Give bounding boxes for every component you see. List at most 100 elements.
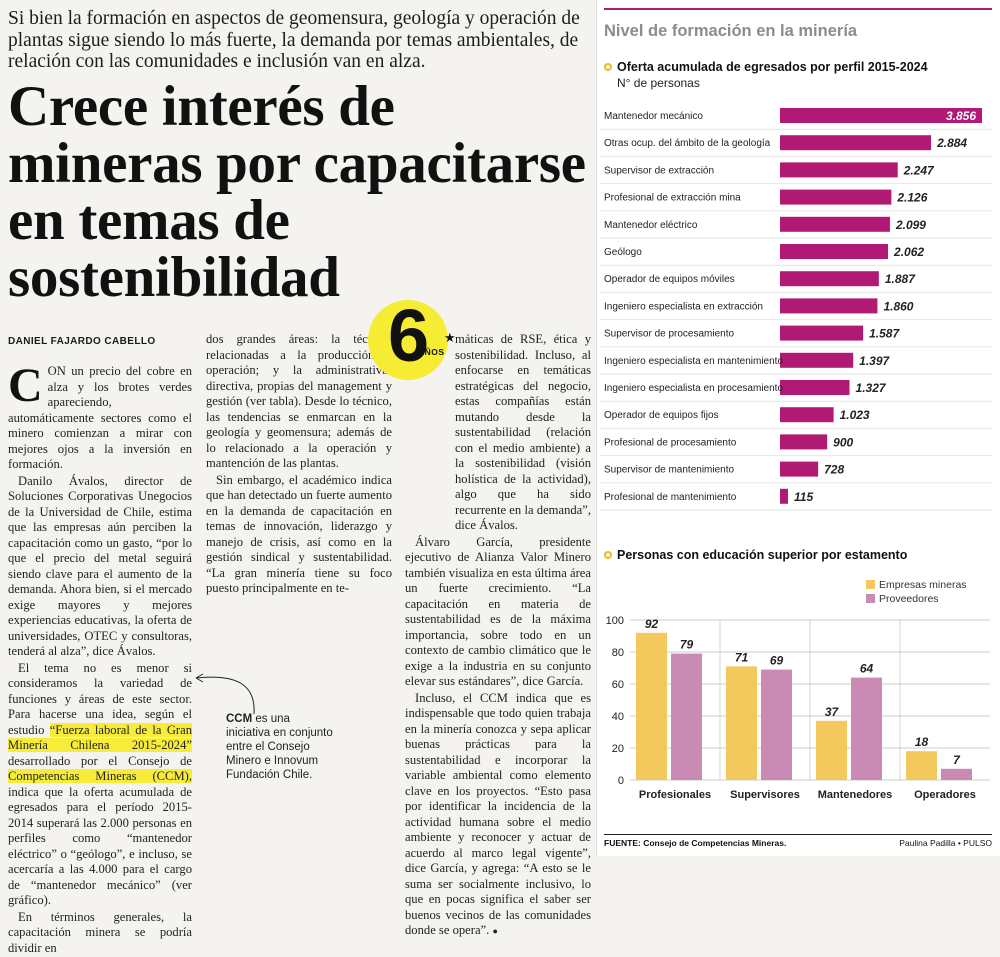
callout-arrow [195,673,255,715]
y-tick-label: 80 [612,647,624,659]
credit: Paulina Padilla • PULSO [899,838,992,848]
bar-category-label: Supervisor de extracción [604,165,714,176]
article-headline: Crece interés de mineras por capacitarse… [8,75,586,309]
bar [816,720,847,780]
y-tick-label: 60 [612,679,624,691]
paragraph: El tema no es menor si consideramos la v… [8,661,192,909]
chart1-subtitle: N° de personas [617,76,700,90]
article-column-1: C ON un precio del cobre en alza y los br… [8,359,192,957]
legend-label: Proveedores [879,593,939,605]
bar [780,298,878,314]
bar-value-label: 1.887 [885,272,916,286]
chart2-legend: Empresas mineras Proveedores [866,578,967,606]
bar-category-label: Profesional de extracción mina [604,193,741,204]
bar-value-label: 1.397 [859,354,890,368]
drop-cap: C [8,359,43,412]
bar [636,632,667,780]
paragraph: dos grandes áreas: la técnica, relaciona… [206,332,392,470]
bar-value-label: 18 [915,735,929,749]
legend-item: Empresas mineras [866,578,967,592]
paragraph: Incluso, el CCM indica que es indispensa… [405,691,591,940]
bar [780,189,892,205]
star-icon: ★ [444,331,456,346]
anniversary-badge [368,300,448,380]
source-note: FUENTE: Consejo de Competencias Mineras. [604,838,787,848]
bar-value-label: 7 [953,753,961,767]
highlighted-ccm: Competencias Mineras (CCM), [8,769,192,783]
legend-item: Proveedores [866,592,967,606]
panel-footer: FUENTE: Consejo de Competencias Mineras.… [604,834,992,848]
y-tick-label: 0 [618,775,624,787]
bar [780,325,864,341]
bullet-icon [604,63,612,71]
bar [726,666,757,780]
chart2-title: Personas con educación superior por esta… [604,548,907,562]
y-tick-label: 20 [612,743,624,755]
bar-value-label: 115 [794,490,813,504]
article-column-3: máticas de RSE, ética y sostenibilidad. … [405,332,591,941]
x-category-label: Mantenedores [818,789,893,801]
chart1-title: Oferta acumulada de egresados por perfil… [604,60,928,74]
chart2-title-text: Personas con educación superior por esta… [617,548,908,562]
callout-bold: CCM [226,713,253,725]
x-category-label: Profesionales [639,789,711,801]
bar [780,434,828,450]
bar-category-label: Otras ocup. del ámbito de la geología [604,138,771,149]
bar-value-label: 79 [680,638,694,652]
paragraph: Álvaro García, presidente ejecutivo de A… [405,534,591,689]
panel-top-rule [604,8,992,10]
bar-category-label: Operador de equipos fijos [604,410,719,421]
bar-category-label: Supervisor de procesamiento [604,329,735,340]
callout-text: es una iniciativa en conjunto entre el C… [226,713,333,781]
paragraph-text: El tema no es menor si consideramos la v… [8,660,192,737]
legend-swatch [866,580,875,589]
bar [780,108,982,123]
bar-value-label: 2.884 [936,136,967,150]
bar-category-label: Supervisor de mantenimiento [604,465,735,476]
y-tick-label: 100 [606,615,624,627]
bar-value-label: 69 [770,654,784,668]
bar [671,653,702,780]
bar-value-label: 900 [833,435,853,449]
bar [780,380,850,395]
horizontal-bar-chart: Mantenedor mecánico 3.856 Otras ocup. del … [600,108,992,511]
bar-category-label: Operador de equipos móviles [604,274,735,285]
paragraph: En términos generales, la capacitación m… [8,909,192,955]
paragraph-text: desarrollado por el Consejo de [8,753,192,768]
bar [761,669,792,780]
bar-category-label: Mantenedor mecánico [604,111,703,122]
paragraph: Sin embargo, el académico indica que han… [206,472,392,596]
bar-value-label: 2.247 [903,163,935,177]
bar-category-label: Ingeniero especialista en extracción [604,301,763,312]
chart1-title-text: Oferta acumulada de egresados por perfil… [617,60,928,74]
y-tick-label: 40 [612,711,624,723]
vertical-bar-chart: 0 20 40 60 80 100 92 79 Profesionales 71 69 Supervi… [606,615,990,801]
bar-value-label: 92 [645,617,659,631]
legend-label: Empresas mineras [879,579,967,591]
bar-value-label: 64 [860,662,874,676]
bar [780,135,932,151]
bar [780,216,890,232]
byline: DANIEL FAJARDO CABELLO [8,336,156,347]
panel-title: Nivel de formación en la minería [604,22,858,40]
legend-swatch [866,594,875,603]
paragraph: ON un precio del cobre en alza y los bro… [8,364,192,471]
bar-value-label: 1.023 [840,408,870,422]
bar-category-label: Ingeniero especialista en mantenimiento [604,356,783,367]
bar-value-label: 71 [735,650,749,664]
paragraph: máticas de RSE, ética y sostenibilidad. … [455,332,591,532]
x-category-label: Operadores [914,789,976,801]
article-column-2: dos grandes áreas: la técnica, relaciona… [206,332,392,598]
paragraph-text: Incluso, el CCM indica que es indispensa… [405,690,591,938]
article-deck: Si bien la formación en aspectos de geom… [8,8,580,72]
paragraph: Danilo Ávalos, director de Soluciones Co… [8,473,192,659]
bar [941,768,972,780]
bar-value-label: 1.587 [869,327,900,341]
badge-number: 6 [388,294,430,377]
bar [780,488,788,504]
bar-value-label: 2.099 [895,218,926,232]
bar-value-label: 1.860 [883,299,913,313]
x-category-label: Supervisores [730,789,800,801]
bar-value-label: 728 [824,463,844,477]
bar-category-label: Profesional de procesamiento [604,437,737,448]
